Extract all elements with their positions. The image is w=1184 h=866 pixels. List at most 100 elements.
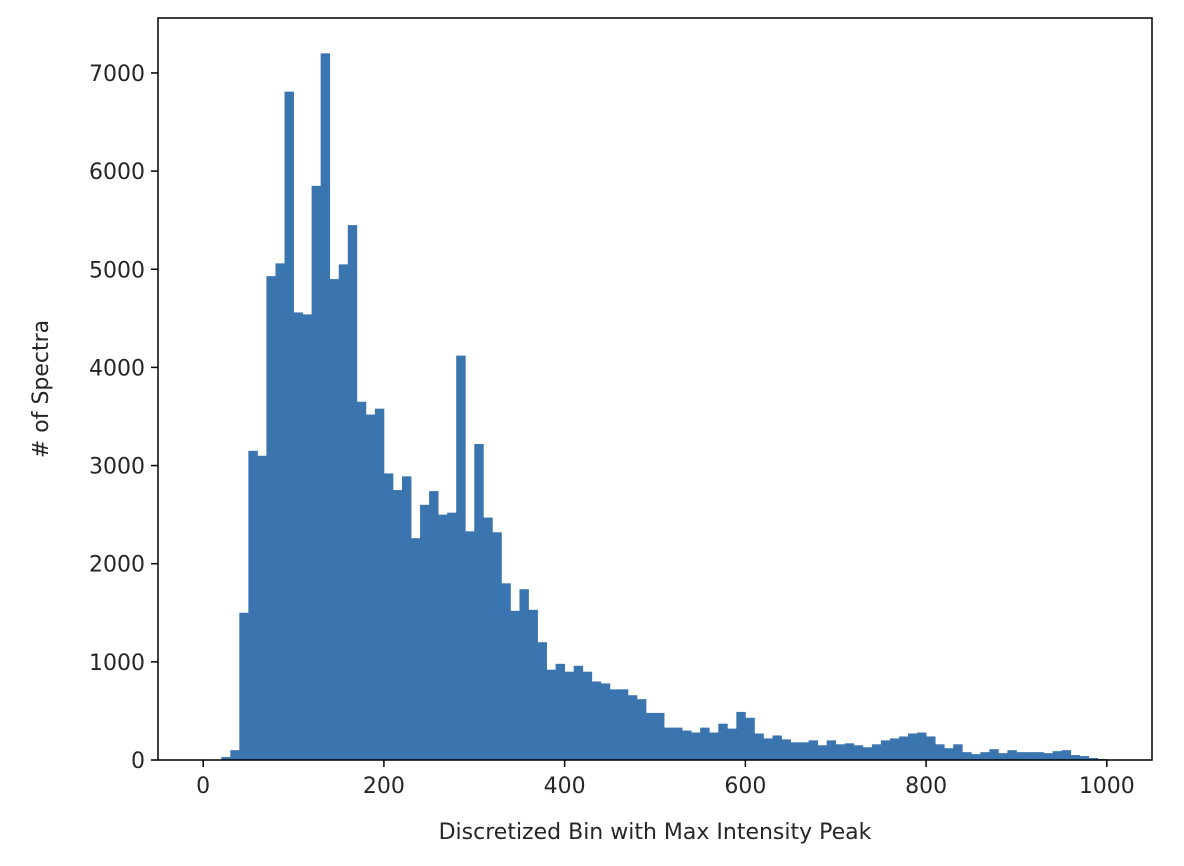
histogram-bar bbox=[329, 279, 340, 760]
x-tick-label: 800 bbox=[905, 774, 947, 799]
histogram-bar bbox=[429, 491, 439, 760]
histogram-bar bbox=[645, 712, 656, 760]
histogram-bar bbox=[926, 736, 936, 760]
histogram-bar bbox=[1025, 752, 1035, 760]
histogram-bar bbox=[1061, 750, 1072, 760]
histogram-bar bbox=[808, 740, 819, 760]
histogram-bar bbox=[835, 744, 846, 760]
histogram-bar bbox=[871, 744, 882, 760]
x-tick-label: 1000 bbox=[1079, 774, 1135, 799]
histogram-bar bbox=[519, 589, 529, 760]
y-tick-label: 1000 bbox=[89, 651, 145, 676]
histogram-bar bbox=[817, 745, 828, 760]
histogram-bar bbox=[944, 748, 954, 760]
histogram-bar bbox=[465, 531, 475, 760]
histogram-bar bbox=[401, 476, 412, 760]
histogram-bar bbox=[591, 681, 602, 760]
histogram-bar bbox=[293, 312, 303, 760]
histogram-bar bbox=[636, 699, 647, 760]
histogram-bar bbox=[989, 749, 999, 760]
histogram-bar bbox=[736, 711, 746, 760]
histogram-bar bbox=[1034, 752, 1044, 760]
histogram-bar bbox=[347, 225, 358, 760]
histogram-bar bbox=[537, 642, 547, 760]
histogram-bar bbox=[266, 276, 276, 760]
y-tick-label: 6000 bbox=[89, 160, 145, 185]
histogram-bar bbox=[528, 609, 538, 760]
histogram-bar bbox=[257, 455, 267, 760]
histogram-bar bbox=[718, 723, 728, 760]
histogram-bar bbox=[898, 736, 909, 760]
histogram-bar bbox=[510, 610, 520, 760]
histogram-bar bbox=[772, 735, 782, 760]
histogram-bar bbox=[564, 671, 575, 760]
y-tick-label: 2000 bbox=[89, 553, 145, 578]
histogram-bar bbox=[284, 91, 294, 761]
x-axis-ticks: 0 200 400 600 800 1000 bbox=[196, 760, 1135, 799]
x-tick-label: 200 bbox=[363, 774, 405, 799]
histogram-bar bbox=[853, 745, 864, 760]
histogram-bar bbox=[908, 733, 918, 760]
histogram-bar bbox=[438, 514, 448, 760]
histogram-bar bbox=[971, 754, 981, 760]
histogram-bar bbox=[682, 730, 692, 760]
histogram-bar bbox=[582, 671, 593, 760]
histogram-bar bbox=[980, 752, 990, 760]
histogram-bar bbox=[338, 264, 349, 760]
histogram-bar bbox=[691, 732, 701, 760]
histogram-bar bbox=[880, 740, 891, 760]
histogram-bar bbox=[221, 757, 231, 760]
histogram-bar bbox=[1043, 753, 1053, 760]
histogram-bar bbox=[998, 753, 1008, 760]
histogram-bar bbox=[555, 663, 566, 760]
histogram-bar bbox=[709, 732, 719, 760]
histogram-bar bbox=[239, 612, 249, 760]
histogram-bar bbox=[664, 727, 674, 760]
x-axis-label: Discretized Bin with Max Intensity Peak bbox=[439, 820, 872, 845]
histogram-bar bbox=[754, 733, 764, 760]
x-tick-label: 600 bbox=[724, 774, 766, 799]
histogram-bar bbox=[392, 490, 403, 760]
histogram-bar bbox=[844, 743, 855, 760]
histogram-bar bbox=[1088, 758, 1099, 760]
histogram-bar bbox=[727, 728, 737, 760]
histogram-bar bbox=[826, 740, 837, 760]
histogram-bar bbox=[1016, 752, 1026, 760]
histogram-bar bbox=[763, 738, 773, 760]
y-axis-ticks: 0 1000 2000 3000 4000 5000 6000 7000 bbox=[89, 62, 158, 774]
histogram-bar bbox=[1079, 756, 1090, 760]
histogram-bar bbox=[383, 473, 394, 760]
histogram-bar bbox=[365, 414, 376, 760]
histogram-bar bbox=[456, 355, 466, 760]
histogram-bar bbox=[1052, 751, 1063, 760]
histogram-bar bbox=[447, 512, 457, 760]
histogram-bar bbox=[600, 683, 611, 760]
histogram-bar bbox=[302, 314, 313, 760]
histogram-bar bbox=[492, 532, 502, 760]
histogram-bar bbox=[248, 450, 258, 760]
histogram-bar bbox=[275, 263, 285, 760]
histogram-bar bbox=[862, 747, 873, 760]
histogram-bar bbox=[917, 732, 927, 760]
histogram-bar bbox=[745, 717, 755, 760]
histogram-bar bbox=[889, 738, 900, 760]
histogram-bar bbox=[790, 742, 800, 760]
histogram-bar bbox=[501, 583, 511, 760]
x-tick-label: 0 bbox=[196, 774, 210, 799]
y-tick-label: 5000 bbox=[89, 258, 145, 283]
histogram-bar bbox=[953, 744, 963, 760]
histogram-bar bbox=[700, 727, 710, 760]
histogram-bar bbox=[483, 517, 493, 760]
histogram-bar bbox=[573, 665, 584, 760]
histogram-bar bbox=[799, 742, 810, 760]
x-tick-label: 400 bbox=[544, 774, 586, 799]
histogram-bar bbox=[1007, 750, 1017, 760]
y-tick-label: 3000 bbox=[89, 455, 145, 480]
histogram-bar bbox=[411, 538, 421, 760]
histogram-bar bbox=[962, 752, 972, 760]
histogram-bar bbox=[673, 727, 683, 760]
y-tick-label: 7000 bbox=[89, 62, 145, 87]
histogram-bars bbox=[212, 53, 1108, 761]
histogram-bar bbox=[609, 689, 620, 760]
